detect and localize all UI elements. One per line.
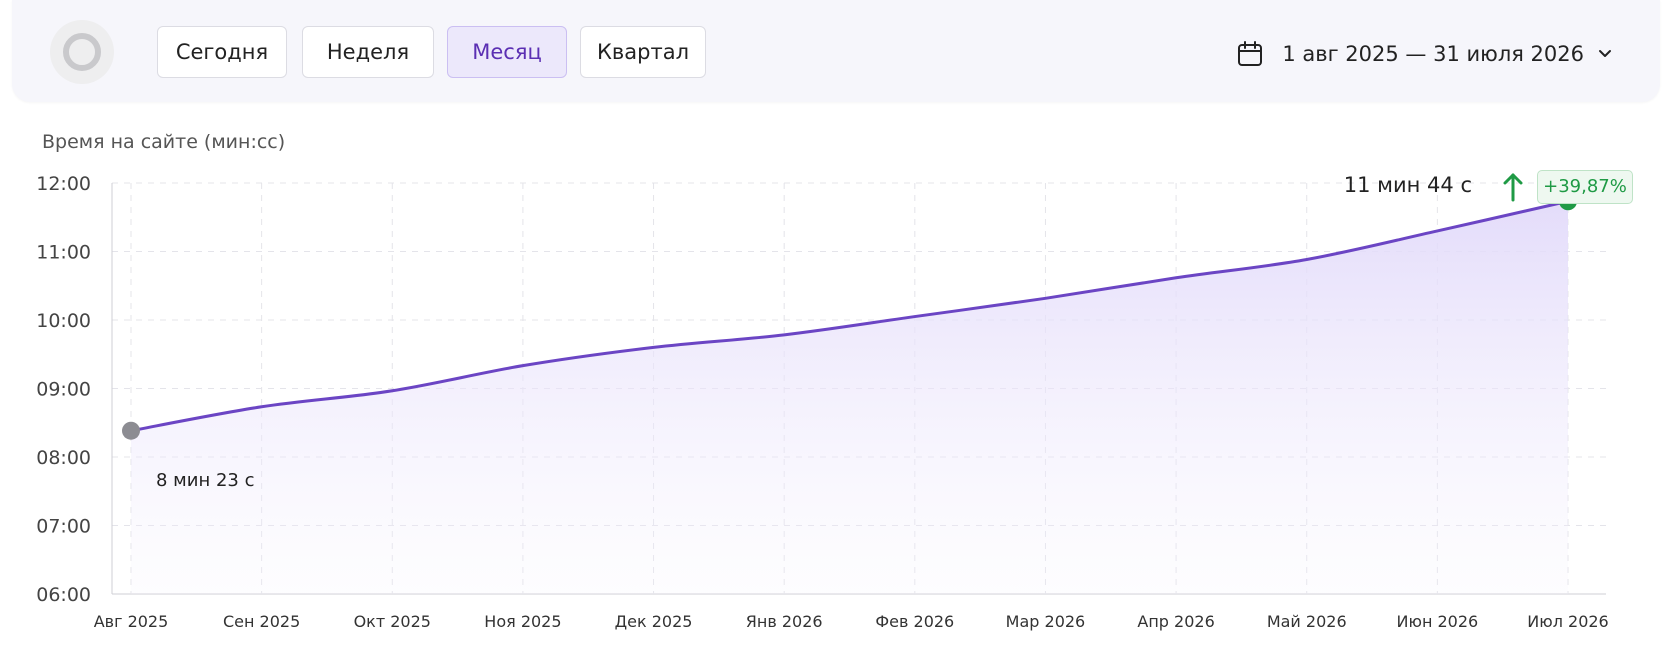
period-toolbar: Сегодня Неделя Месяц Квартал 1 авг 2025 … <box>12 0 1660 102</box>
y-tick-label: 07:00 <box>36 516 91 538</box>
x-tick-label: Апр 2026 <box>1137 612 1214 631</box>
calendar-icon <box>1238 41 1263 66</box>
date-range-picker[interactable]: 1 авг 2025 — 31 июля 2026 <box>1236 34 1612 74</box>
y-tick-label: 06:00 <box>36 584 91 606</box>
x-tick-label: Авг 2025 <box>94 612 169 631</box>
x-tick-label: Июн 2026 <box>1397 612 1479 631</box>
tab-month[interactable]: Месяц <box>447 26 567 78</box>
y-tick-label: 12:00 <box>36 173 91 195</box>
change-badge: +39,87% <box>1537 170 1633 204</box>
start-value-label: 8 мин 23 с <box>156 470 255 491</box>
x-tick-label: Дек 2025 <box>615 612 693 631</box>
x-axis-ticks: Авг 2025 Сен 2025 Окт 2025 Ноя 2025 Дек 2025… <box>94 612 1609 631</box>
y-axis-ticks: 06:00 07:00 08:00 09:00 10:00 11:00 12:00 <box>36 173 91 606</box>
chevron-down-icon <box>1599 50 1611 57</box>
date-range-label: 1 авг 2025 — 31 июля 2026 <box>1282 42 1584 66</box>
y-tick-label: 10:00 <box>36 310 91 332</box>
y-axis-title: Время на сайте (мин:сс) <box>42 131 286 153</box>
y-tick-label: 11:00 <box>36 242 91 264</box>
start-point-marker[interactable] <box>122 421 140 440</box>
tab-quarter[interactable]: Квартал <box>580 26 706 78</box>
tab-week[interactable]: Неделя <box>302 26 434 78</box>
series-area <box>131 201 1568 594</box>
arrow-up-icon <box>1503 173 1523 202</box>
x-tick-label: Мар 2026 <box>1006 612 1086 631</box>
x-tick-label: Сен 2025 <box>223 612 300 631</box>
x-tick-label: Окт 2025 <box>354 612 431 631</box>
x-tick-label: Май 2026 <box>1267 612 1347 631</box>
y-tick-label: 08:00 <box>36 447 91 469</box>
y-tick-label: 09:00 <box>36 379 91 401</box>
x-tick-label: Ноя 2025 <box>484 612 561 631</box>
x-tick-label: Фев 2026 <box>875 612 954 631</box>
series-line <box>129 199 1570 433</box>
x-tick-label: Июл 2026 <box>1527 612 1608 631</box>
logo-ring <box>63 33 101 71</box>
logo-icon[interactable] <box>50 20 114 84</box>
end-value-label: 11 мин 44 с <box>1343 173 1472 197</box>
x-tick-label: Янв 2026 <box>746 612 823 631</box>
tab-today[interactable]: Сегодня <box>157 26 287 78</box>
